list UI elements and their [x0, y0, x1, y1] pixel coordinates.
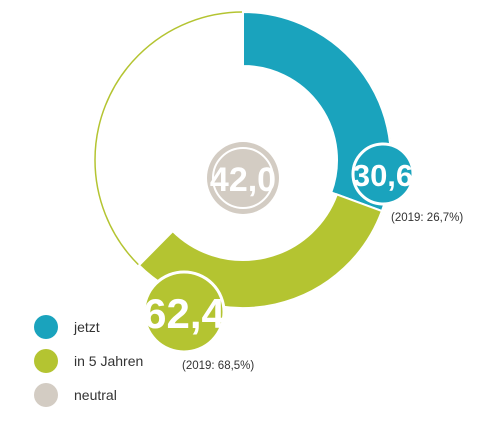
legend-item-in-5-jahren: in 5 Jahren [34, 344, 143, 378]
legend-swatch-neutral [34, 383, 58, 407]
legend-item-jetzt: jetzt [34, 310, 143, 344]
legend-label-in-5-jahren: in 5 Jahren [74, 353, 144, 369]
legend-swatch-jetzt [34, 315, 58, 339]
in5-value-label: 62,4 [143, 290, 225, 337]
in5-comparison-note: (2019: 68,5%) [182, 360, 255, 372]
legend-item-neutral: neutral [34, 378, 143, 412]
jetzt-comparison-note: (2019: 26,7%) [391, 212, 464, 224]
legend-label-jetzt: jetzt [74, 319, 100, 335]
neutral-badge: 42,0 [207, 142, 279, 214]
legend-swatch-in-5-jahren [34, 349, 58, 373]
legend: jetzt in 5 Jahren neutral [34, 310, 143, 412]
jetzt-badge: 30,6 [351, 142, 415, 206]
neutral-value-label: 42,0 [210, 161, 276, 199]
legend-label-neutral: neutral [74, 387, 117, 403]
jetzt-value-label: 30,6 [353, 158, 413, 193]
in5-badge: 62,4 [142, 270, 226, 354]
